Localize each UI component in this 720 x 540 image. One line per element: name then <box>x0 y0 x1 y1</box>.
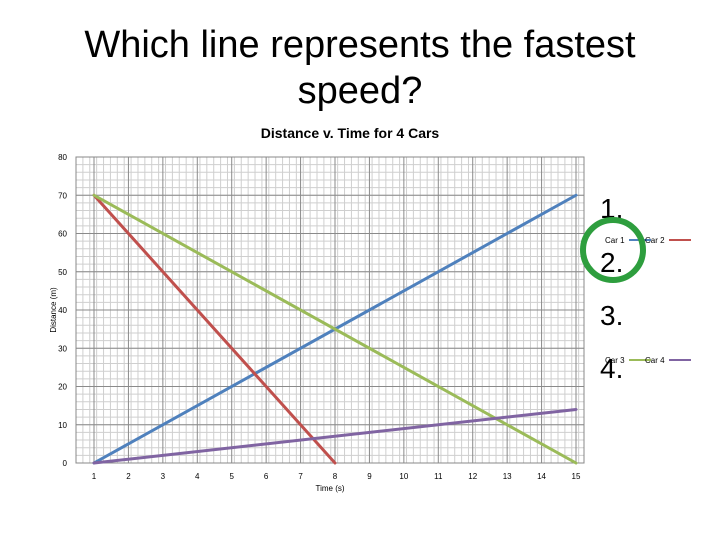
x-tick-label: 8 <box>333 472 338 481</box>
x-tick-label: 2 <box>126 472 131 481</box>
slide-title-line1: Which line represents the fastest <box>84 24 636 66</box>
answer-option: 1. <box>600 193 623 224</box>
legend: Car 1 Car 2 Car 3 Car 4 <box>605 236 691 365</box>
y-tick-label: 0 <box>63 459 68 468</box>
answer-option: 4. <box>600 353 623 384</box>
y-tick-label: 60 <box>58 230 67 239</box>
x-tick-label: 7 <box>298 472 303 481</box>
y-tick-labels: 0 10 20 30 40 50 60 70 80 <box>58 153 67 468</box>
legend-label: Car 2 <box>645 236 665 245</box>
x-tick-label: 5 <box>229 472 234 481</box>
x-tick-label: 13 <box>503 472 512 481</box>
series-line-car-2 <box>92 193 337 465</box>
answer-options: 1. 2. 3. 4. <box>600 193 623 384</box>
series-lines <box>92 193 578 465</box>
y-tick-label: 80 <box>58 153 67 162</box>
x-tick-labels: 1 2 3 4 5 6 7 8 9 10 11 12 13 14 15 <box>92 472 581 481</box>
x-tick-label: 6 <box>264 472 269 481</box>
x-tick-label: 3 <box>161 472 166 481</box>
chart-title: Distance v. Time for 4 Cars <box>261 125 440 141</box>
x-tick-label: 10 <box>399 472 408 481</box>
x-tick-label: 4 <box>195 472 200 481</box>
x-tick-label: 14 <box>537 472 546 481</box>
y-axis-label: Distance (m) <box>49 287 58 333</box>
x-tick-label: 12 <box>468 472 477 481</box>
series-line-car-4 <box>92 407 578 465</box>
y-tick-label: 70 <box>58 191 67 200</box>
x-tick-label: 15 <box>572 472 581 481</box>
legend-label: Car 4 <box>645 356 665 365</box>
y-tick-label: 40 <box>58 306 67 315</box>
slide-title-line2: speed? <box>297 70 423 112</box>
plot-area <box>75 156 585 464</box>
x-tick-label: 11 <box>434 472 443 481</box>
x-axis-label: Time (s) <box>315 484 344 493</box>
answer-option: 3. <box>600 300 623 331</box>
answer-option: 2. <box>600 247 623 278</box>
y-tick-label: 50 <box>58 268 67 277</box>
x-tick-label: 1 <box>92 472 97 481</box>
y-tick-label: 10 <box>58 421 67 430</box>
y-tick-label: 30 <box>58 344 67 353</box>
x-tick-label: 9 <box>367 472 372 481</box>
legend-label: Car 3 <box>605 356 625 365</box>
y-tick-label: 20 <box>58 383 67 392</box>
answer-highlight-circle <box>580 217 646 283</box>
slide-title: Which line represents the fastest speed? <box>40 22 680 114</box>
legend-label: Car 1 <box>605 236 625 245</box>
